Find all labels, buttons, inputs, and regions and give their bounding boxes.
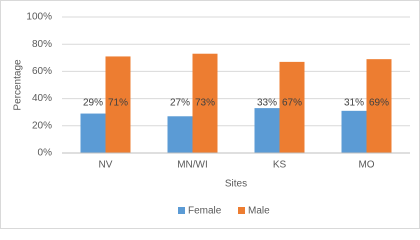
y-tick-label: 0%	[38, 148, 53, 159]
bar	[167, 116, 193, 153]
y-tick-label: 20%	[32, 120, 52, 131]
legend-label: Female	[188, 206, 222, 217]
value-label: 31%	[344, 98, 364, 109]
y-tick-label: 100%	[26, 12, 52, 23]
value-label: 27%	[170, 98, 190, 109]
bar	[366, 59, 392, 153]
x-axis-title: Sites	[225, 179, 247, 190]
legend-swatch	[178, 207, 185, 214]
x-tick-label: NV	[99, 160, 113, 171]
legend-swatch	[238, 207, 245, 214]
value-label: 69%	[369, 98, 389, 109]
bar	[341, 110, 367, 153]
value-label: 73%	[195, 98, 215, 109]
y-tick-label: 80%	[32, 39, 52, 50]
legend-label: Male	[248, 206, 270, 217]
value-label: 71%	[108, 98, 128, 109]
bar	[80, 113, 106, 153]
value-label: 67%	[282, 98, 302, 109]
y-tick-label: 60%	[32, 66, 52, 77]
x-tick-label: KS	[273, 160, 287, 171]
y-tick-label: 40%	[32, 93, 52, 104]
chart: Percentage Sites 0% 20% 40% 60% 80% 100% NV 29%…	[0, 0, 420, 229]
value-label: 33%	[257, 98, 277, 109]
y-axis-title: Percentage	[13, 59, 24, 111]
x-tick-label: MN/WI	[177, 160, 208, 171]
bar	[254, 108, 280, 153]
value-label: 29%	[83, 98, 103, 109]
x-tick-label: MO	[358, 160, 374, 171]
bar	[279, 61, 305, 153]
bar	[105, 56, 131, 153]
bar	[192, 53, 218, 153]
